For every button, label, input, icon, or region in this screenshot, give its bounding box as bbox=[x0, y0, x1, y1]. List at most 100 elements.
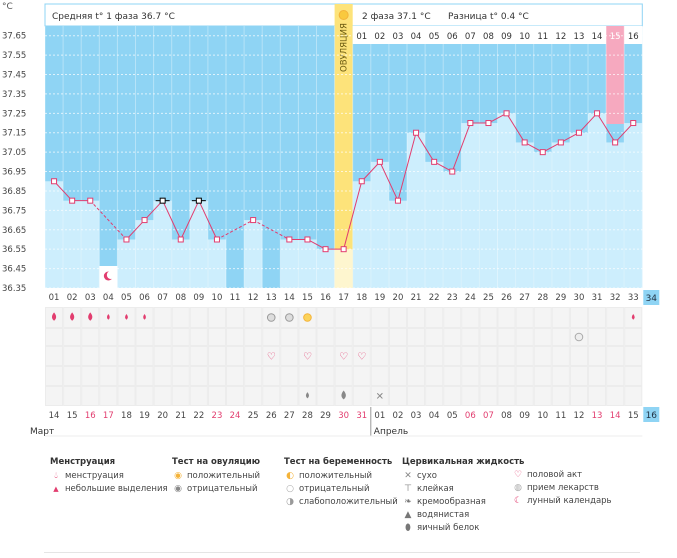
symptom-cell bbox=[280, 328, 299, 346]
phase2-day-label: 02 bbox=[374, 32, 385, 42]
cycle-day-label: 05 bbox=[121, 293, 132, 303]
phase2-day-label: 10 bbox=[519, 32, 530, 42]
symptom-cell bbox=[569, 366, 589, 386]
symptom-cell bbox=[443, 328, 462, 346]
negative-test-icon: ◉ bbox=[174, 484, 182, 494]
date-label: 13 bbox=[592, 411, 603, 421]
symptom-cell bbox=[388, 328, 407, 346]
cycle-day-label: 02 bbox=[67, 293, 78, 303]
temperature-point bbox=[630, 120, 637, 127]
symptom-cell bbox=[45, 366, 64, 386]
sun-icon bbox=[338, 10, 349, 20]
symptom-cell bbox=[244, 386, 263, 406]
temperature-point bbox=[69, 197, 76, 204]
symptom-cell bbox=[153, 346, 172, 366]
date-label: 15 bbox=[67, 411, 78, 421]
symptom-cell bbox=[244, 366, 263, 386]
symptom-cell bbox=[81, 346, 100, 366]
symptom-cell bbox=[497, 386, 516, 406]
date-label: 22 bbox=[193, 411, 204, 421]
symptom-cell bbox=[588, 366, 607, 386]
temperature-line bbox=[379, 161, 399, 201]
symptom-cell bbox=[244, 346, 263, 366]
cervical-fluid-icon bbox=[341, 390, 346, 400]
temperature-point bbox=[467, 120, 474, 127]
symptom-cell bbox=[63, 328, 82, 346]
symptom-cell bbox=[226, 346, 245, 366]
temperature-line bbox=[578, 112, 598, 134]
menstruation-drop-icon bbox=[125, 313, 128, 320]
legend-item: небольшие выделения bbox=[65, 484, 168, 494]
date-label: 05 bbox=[447, 411, 458, 421]
temperature-point bbox=[413, 129, 420, 136]
total-days-box bbox=[643, 290, 660, 305]
watery-icon: ▲ bbox=[404, 510, 412, 520]
symptom-cell bbox=[497, 328, 516, 346]
date-label: 03 bbox=[411, 411, 422, 421]
symptom-cell bbox=[443, 366, 462, 386]
symptom-cell bbox=[425, 346, 444, 366]
temperature-point bbox=[376, 158, 383, 165]
symptom-cell bbox=[425, 307, 444, 328]
temperature-bar bbox=[479, 123, 498, 288]
symptom-cell bbox=[388, 386, 407, 406]
symptom-cell bbox=[551, 386, 570, 406]
ovulation-test-positive-icon bbox=[303, 313, 312, 322]
symptom-cell bbox=[569, 346, 589, 366]
date-label: 10 bbox=[537, 411, 548, 421]
temperature-line bbox=[614, 122, 634, 143]
symptom-cell bbox=[207, 366, 226, 386]
symptom-cell bbox=[226, 328, 245, 346]
symptom-cell bbox=[189, 386, 208, 406]
temperature-point bbox=[521, 139, 528, 146]
symptom-cell bbox=[569, 307, 589, 328]
symptom-cell bbox=[334, 328, 353, 346]
legend-pregnancy-test: Тест на беременность ◐ положительный ○ отр… bbox=[284, 456, 398, 509]
symptom-cell bbox=[298, 366, 317, 386]
symptom-cell bbox=[606, 386, 625, 406]
cycle-day-label: 16 bbox=[320, 293, 331, 303]
cycle-day-label: 08 bbox=[175, 293, 186, 303]
phase2-day-label: 06 bbox=[447, 32, 458, 42]
legend-menstruation: Менструация 💧︎ менструация ▲ небольшие выд… bbox=[50, 456, 168, 496]
date-label: 15 bbox=[628, 411, 639, 421]
symptom-cell bbox=[497, 307, 516, 328]
temperature-bar bbox=[171, 239, 190, 288]
y-tick-label: 36.35 bbox=[2, 284, 26, 294]
symptom-cell bbox=[388, 307, 407, 328]
legend-other: ♡ половой акт ◍ прием лекарств ☾ лунный кал… bbox=[512, 469, 612, 508]
temperature-line bbox=[198, 200, 218, 240]
temperature-bar bbox=[244, 220, 263, 288]
cycle-day-label: 25 bbox=[483, 293, 494, 303]
symptom-cell bbox=[171, 386, 190, 406]
temperature-line bbox=[252, 219, 290, 240]
phase2-day-label: 15 bbox=[610, 32, 621, 42]
menstruation-drop-icon bbox=[70, 312, 75, 321]
temperature-line bbox=[343, 181, 363, 250]
date-label: 30 bbox=[338, 411, 349, 421]
symptom-cell bbox=[189, 307, 208, 328]
symptom-cell bbox=[533, 307, 552, 328]
temperature-point bbox=[123, 236, 130, 243]
temperature-point bbox=[304, 236, 311, 243]
temperature-line bbox=[506, 113, 526, 143]
symptom-cell bbox=[461, 386, 480, 406]
temperature-point bbox=[394, 197, 401, 204]
symptom-cell bbox=[99, 346, 118, 366]
pill-icon bbox=[574, 332, 584, 342]
legend-item: отрицательный bbox=[299, 484, 370, 494]
symptom-cell bbox=[407, 307, 426, 328]
temperature-bar bbox=[153, 200, 172, 288]
temperature-line bbox=[361, 161, 381, 182]
temperature-point bbox=[612, 139, 619, 146]
symptom-cell bbox=[171, 307, 190, 328]
phase2-day-strip bbox=[352, 26, 643, 44]
symptom-cell bbox=[479, 366, 498, 386]
symptom-cell bbox=[189, 328, 208, 346]
symptom-cell bbox=[370, 328, 389, 346]
legend-item: слабоположительный bbox=[299, 497, 398, 507]
symptom-cell bbox=[497, 346, 516, 366]
temperature-point bbox=[159, 197, 166, 204]
symptom-cell bbox=[63, 366, 82, 386]
temperature-bar bbox=[189, 200, 208, 288]
